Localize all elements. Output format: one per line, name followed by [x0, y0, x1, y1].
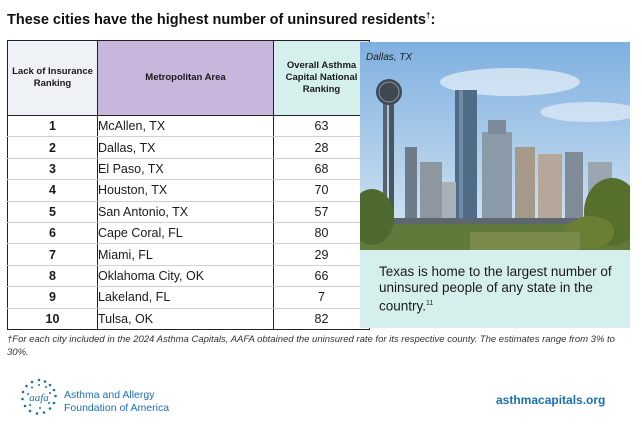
table-row: 10 Tulsa, OK 82 [7, 308, 370, 330]
cell-capital-rank: 57 [273, 201, 370, 223]
cell-rank: 5 [7, 201, 98, 223]
cell-capital-rank: 80 [273, 222, 370, 245]
table-row: 6 Cape Coral, FL 80 [7, 222, 370, 245]
table-row: 4 Houston, TX 70 [7, 179, 370, 202]
cell-rank: 8 [7, 265, 98, 288]
table-row: 9 Lakeland, FL 7 [7, 286, 370, 309]
cell-metro: Miami, FL [97, 243, 274, 266]
header-insurance-ranking: Lack of Insurance Ranking [7, 40, 98, 116]
table-row: 2 Dallas, TX 28 [7, 136, 370, 159]
cell-rank: 1 [7, 115, 98, 138]
page-title: These cities have the highest number of … [7, 11, 435, 28]
cell-rank: 6 [7, 222, 98, 245]
table-row: 3 El Paso, TX 68 [7, 158, 370, 181]
callout-text: Texas is home to the largest number of u… [379, 264, 612, 314]
cell-capital-rank: 70 [273, 179, 370, 202]
cell-rank: 7 [7, 243, 98, 266]
table-row: 7 Miami, FL 29 [7, 243, 370, 266]
website-link[interactable]: asthmacapitals.org [496, 393, 606, 407]
cell-metro: Tulsa, OK [97, 308, 274, 330]
table-row: 1 McAllen, TX 63 [7, 115, 370, 138]
title-colon: : [430, 11, 436, 28]
aafa-logo: aafa [18, 376, 60, 418]
cell-metro: Oklahoma City, OK [97, 265, 274, 288]
cell-metro: McAllen, TX [97, 115, 274, 138]
footnote: †For each city included in the 2024 Asth… [7, 334, 615, 358]
uninsured-ranking-table: Lack of Insurance Ranking Metropolitan A… [7, 40, 370, 330]
logo-text: aafa [29, 392, 49, 404]
cell-metro: Houston, TX [97, 179, 274, 202]
dallas-skyline-photo [360, 42, 630, 250]
table-row: 5 San Antonio, TX 57 [7, 201, 370, 223]
skyline-illustration [360, 42, 630, 250]
title-dagger: † [426, 11, 431, 20]
cell-capital-rank: 28 [273, 136, 370, 159]
cell-capital-rank: 63 [273, 115, 370, 138]
org-name-line1: Asthma and Allergy [64, 389, 155, 401]
cell-capital-rank: 68 [273, 158, 370, 181]
aafa-logo-mark: aafa [21, 378, 57, 415]
cell-capital-rank: 7 [273, 286, 370, 309]
table-row: 8 Oklahoma City, OK 66 [7, 265, 370, 288]
title-text: These cities have the highest number of … [7, 11, 426, 28]
cell-rank: 2 [7, 136, 98, 159]
cell-metro: Lakeland, FL [97, 286, 274, 309]
cell-rank: 10 [7, 308, 98, 330]
table-header-row: Lack of Insurance Ranking Metropolitan A… [7, 40, 370, 116]
cell-rank: 3 [7, 158, 98, 181]
cell-capital-rank: 66 [273, 265, 370, 288]
cell-metro: San Antonio, TX [97, 201, 274, 223]
header-metropolitan-area: Metropolitan Area [97, 40, 274, 116]
photo-caption: Dallas, TX [366, 52, 413, 63]
org-name-line2: Foundation of America [64, 402, 170, 414]
cell-metro: Dallas, TX [97, 136, 274, 159]
cell-metro: El Paso, TX [97, 158, 274, 181]
cell-capital-rank: 29 [273, 243, 370, 266]
cell-capital-rank: 82 [273, 308, 370, 330]
texas-callout: Texas is home to the largest number of u… [360, 250, 630, 328]
cell-metro: Cape Coral, FL [97, 222, 274, 245]
cell-rank: 4 [7, 179, 98, 202]
callout-reference: 11 [426, 300, 434, 307]
header-asthma-capital-ranking: Overall Asthma Capital National Ranking [273, 40, 370, 116]
cell-rank: 9 [7, 286, 98, 309]
